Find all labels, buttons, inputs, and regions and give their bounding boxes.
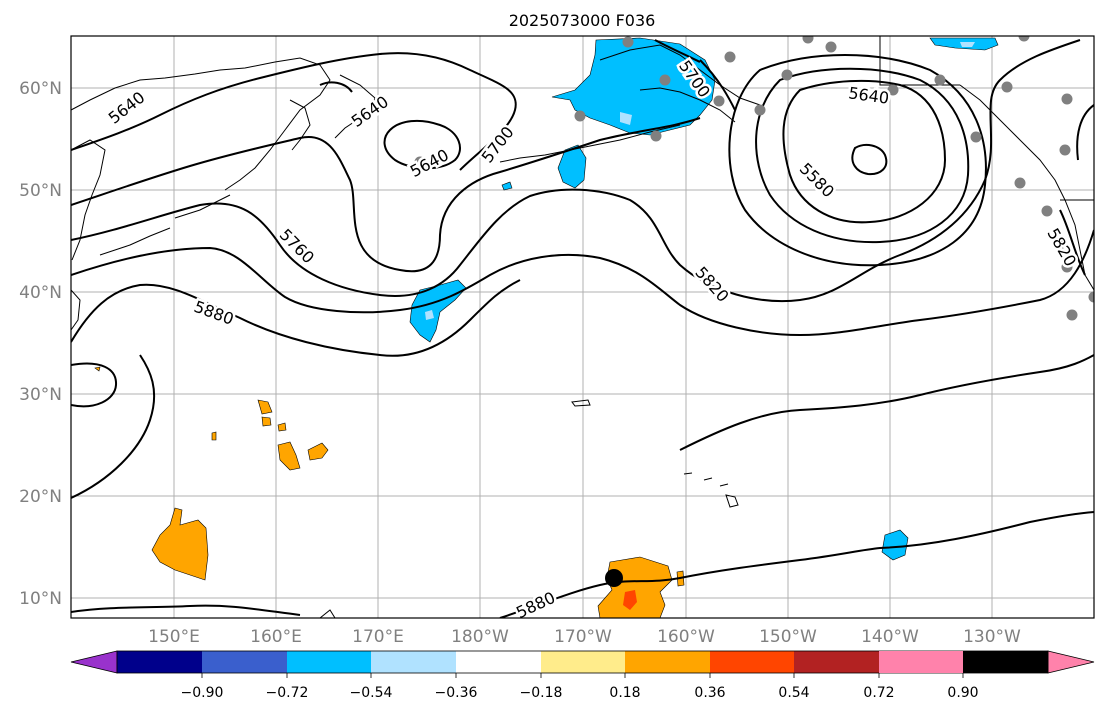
longitude-labels: 150°E 160°E 170°E 180°W 170°W 160°W 150°… bbox=[148, 627, 1021, 647]
lat-label: 50°N bbox=[19, 181, 62, 201]
positive-anomaly-strong-fills bbox=[623, 590, 637, 610]
colorbar-segment bbox=[794, 651, 879, 673]
colorbar-tick: −0.18 bbox=[520, 685, 563, 701]
lat-label: 10°N bbox=[19, 589, 62, 609]
colorbar-segment bbox=[371, 651, 456, 673]
station-dots bbox=[414, 36, 1094, 321]
colorbar-tick: −0.36 bbox=[435, 685, 478, 701]
location-marker bbox=[605, 569, 623, 587]
colorbar-tick: 0.18 bbox=[609, 685, 640, 701]
lat-label: 40°N bbox=[19, 283, 62, 303]
negative-anomaly-fills bbox=[409, 37, 999, 561]
map-title: 2025073000 F036 bbox=[509, 11, 656, 30]
colorbar-segment bbox=[879, 651, 963, 673]
colorbar-segment bbox=[456, 651, 541, 673]
lon-label: 160°E bbox=[250, 627, 302, 647]
height-contours bbox=[71, 39, 1094, 618]
lat-label: 20°N bbox=[19, 487, 62, 507]
colorbar-tick: −0.54 bbox=[350, 685, 393, 701]
colorbar-extend-min bbox=[70, 650, 118, 674]
colorbar-segment bbox=[963, 651, 1048, 673]
colorbar: −0.90 −0.72 −0.54 −0.36 −0.18 0.18 0.36 … bbox=[70, 650, 1095, 701]
lat-label: 30°N bbox=[19, 385, 62, 405]
latitude-labels: 60°N 50°N 40°N 30°N 20°N 10°N bbox=[19, 79, 62, 609]
lat-label: 60°N bbox=[19, 79, 62, 99]
colorbar-segment bbox=[625, 651, 710, 673]
colorbar-extend-max bbox=[1047, 650, 1095, 674]
lon-label: 130°W bbox=[963, 627, 1021, 647]
colorbar-tick: 0.36 bbox=[694, 685, 725, 701]
colorbar-tick: −0.90 bbox=[181, 685, 224, 701]
lon-label: 160°W bbox=[657, 627, 715, 647]
negative-anomaly-light-fills bbox=[425, 42, 975, 320]
lon-label: 150°E bbox=[148, 627, 200, 647]
colorbar-tick: −0.72 bbox=[266, 685, 309, 701]
map-area: 5640 5640 5640 5700 5760 5880 5820 5580 … bbox=[71, 36, 1094, 618]
colorbar-tick: 0.54 bbox=[778, 685, 809, 701]
map-frame bbox=[70, 35, 1095, 619]
colorbar-tick: 0.72 bbox=[863, 685, 894, 701]
lon-label: 140°W bbox=[861, 627, 919, 647]
lon-label: 170°E bbox=[352, 627, 404, 647]
colorbar-segment bbox=[117, 651, 202, 673]
colorbar-segment bbox=[541, 651, 625, 673]
lon-label: 170°W bbox=[554, 627, 612, 647]
colorbar-tick: 0.90 bbox=[947, 685, 978, 701]
coastlines bbox=[71, 36, 1094, 618]
lon-label: 180°W bbox=[451, 627, 509, 647]
colorbar-segment bbox=[202, 651, 287, 673]
positive-anomaly-fills bbox=[94, 366, 685, 618]
lon-label: 150°W bbox=[759, 627, 817, 647]
colorbar-segment bbox=[710, 651, 794, 673]
colorbar-segment bbox=[287, 651, 371, 673]
